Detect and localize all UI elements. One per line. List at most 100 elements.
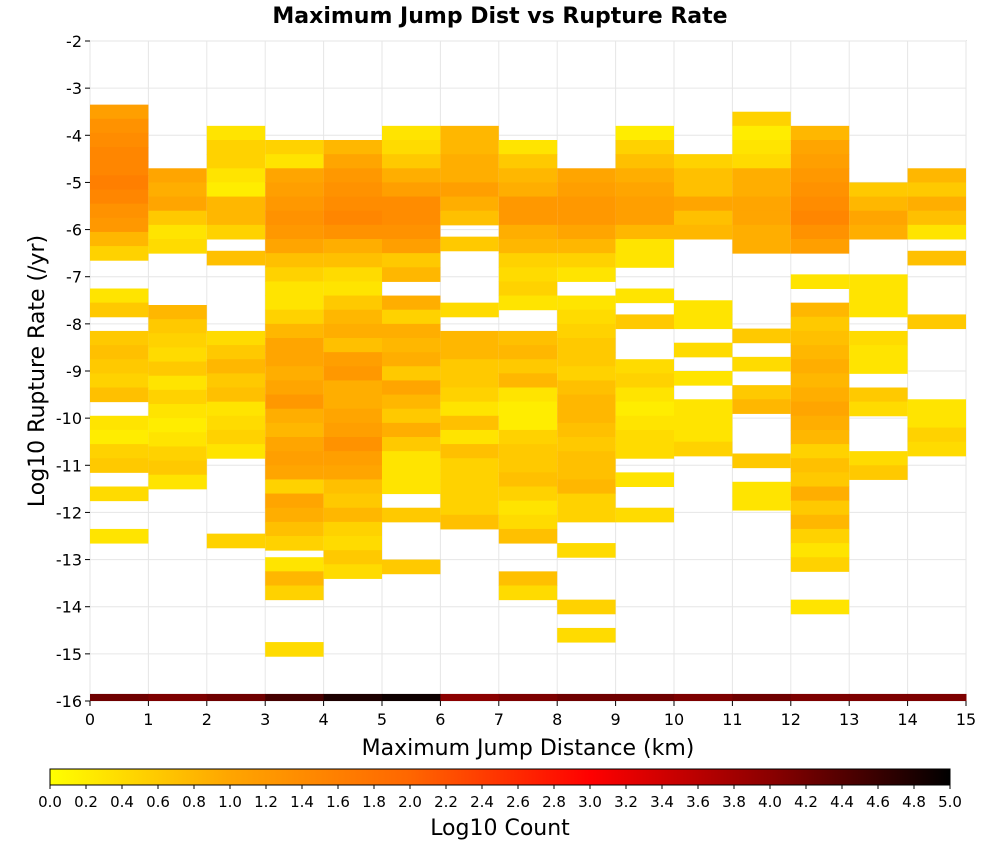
heatmap-cell — [907, 314, 966, 330]
y-tick-label: -13 — [56, 551, 82, 570]
heatmap-cell — [498, 267, 558, 282]
heatmap-cell — [265, 585, 324, 601]
heatmap-cell — [849, 345, 908, 360]
heatmap-cell — [206, 250, 266, 266]
heatmap-cell — [148, 239, 207, 254]
heatmap-cell — [790, 330, 850, 346]
heatmap-cell — [849, 465, 908, 480]
bottom-row-cell — [148, 693, 208, 701]
heatmap-cell — [557, 451, 616, 466]
y-tick-label: -2 — [66, 32, 82, 51]
bottom-row-cell — [557, 693, 617, 701]
heatmap-cell — [148, 168, 207, 183]
heatmap-cell — [323, 210, 382, 226]
heatmap-cell — [498, 444, 558, 459]
heatmap-cell — [674, 182, 733, 198]
heatmap-cell — [907, 168, 966, 183]
heatmap-cell — [206, 224, 266, 240]
bottom-row-cell — [90, 693, 149, 701]
heatmap-cell — [790, 196, 850, 212]
heatmap-cell — [265, 210, 324, 226]
heatmap-cell — [90, 330, 149, 346]
heatmap-cell — [323, 366, 382, 381]
heatmap-cell — [674, 210, 733, 226]
heatmap-cell — [557, 479, 616, 495]
heatmap-cell — [382, 267, 441, 282]
heatmap-cell — [206, 345, 266, 360]
heatmap-cell — [206, 168, 266, 183]
y-tick-label: -15 — [56, 645, 82, 664]
heatmap-cell — [615, 210, 674, 226]
heatmap-cell — [557, 422, 616, 438]
heatmap-cell — [674, 154, 733, 169]
colorbar-tick-label: 1.6 — [326, 793, 350, 811]
heatmap-cell — [323, 309, 382, 325]
heatmap-cell — [849, 288, 908, 304]
heatmap-cell — [440, 125, 499, 141]
heatmap-cell — [148, 460, 207, 476]
heatmap-cell — [323, 408, 382, 424]
heatmap-cell — [790, 415, 850, 431]
heatmap-cell — [557, 224, 616, 240]
heatmap-cell — [440, 373, 499, 388]
bottom-row-cell — [382, 693, 441, 701]
heatmap-cells — [90, 104, 967, 701]
heatmap-cell — [206, 140, 266, 155]
heatmap-cell — [557, 437, 616, 452]
heatmap-cell — [206, 373, 266, 388]
heatmap-cell — [732, 399, 791, 414]
bottom-row-cell — [615, 693, 675, 701]
heatmap-cell — [498, 140, 558, 155]
heatmap-cell — [440, 500, 499, 516]
heatmap-cell — [440, 486, 499, 502]
heatmap-cell — [498, 239, 558, 254]
heatmap-cell — [498, 345, 558, 360]
heatmap-cell — [674, 441, 733, 457]
heatmap-cell — [615, 314, 674, 330]
heatmap-cell — [323, 281, 382, 297]
heatmap-cell — [440, 444, 499, 459]
heatmap-cell — [557, 408, 616, 424]
heatmap-cell — [790, 316, 850, 332]
heatmap-cell — [615, 253, 674, 268]
heatmap-cell — [790, 543, 850, 558]
heatmap-cell — [615, 168, 674, 183]
heatmap-cell — [206, 330, 266, 346]
x-tick-label: 0 — [85, 710, 95, 729]
heatmap-cell — [440, 168, 499, 183]
heatmap-cell — [265, 507, 324, 523]
heatmap-cell — [382, 366, 441, 381]
colorbar-tick-label: 0.0 — [38, 793, 62, 811]
heatmap-cell — [615, 140, 674, 155]
heatmap-cell — [440, 236, 499, 252]
y-tick-label: -14 — [56, 598, 82, 617]
heatmap-cell — [498, 387, 558, 403]
heatmap-cell — [265, 521, 324, 537]
heatmap-cell — [148, 404, 207, 419]
colorbar-ticks: 0.0 0.2 0.4 0.6 0.8 1.0 1.2 1.4 1.6 1.8 2.0 2.2 2.4 2… — [38, 785, 962, 811]
heatmap-cell — [440, 401, 499, 417]
heatmap-cell — [907, 196, 966, 212]
heatmap-cell — [907, 210, 966, 226]
heatmap-cell — [90, 288, 149, 304]
x-tick-label: 15 — [956, 710, 976, 729]
heatmap-cell — [265, 267, 324, 282]
colorbar-tick-label: 1.0 — [218, 793, 242, 811]
heatmap-cell — [557, 380, 616, 396]
heatmap-cell — [498, 458, 558, 473]
heatmap-cell — [907, 427, 966, 443]
heatmap-cell — [498, 528, 558, 544]
heatmap-cell — [907, 441, 966, 457]
heatmap-cell — [790, 302, 850, 318]
heatmap-cell — [615, 182, 674, 198]
heatmap-cell — [674, 342, 733, 358]
heatmap-cell — [90, 246, 149, 261]
heatmap-cell — [557, 465, 616, 480]
bottom-row-cell — [206, 693, 266, 701]
heatmap-cell — [732, 140, 791, 155]
heatmap-cell — [849, 210, 908, 226]
heatmap-cell — [382, 239, 441, 254]
heatmap-cell — [382, 210, 441, 226]
heatmap-cell — [557, 239, 616, 254]
heatmap-cell — [323, 521, 382, 537]
